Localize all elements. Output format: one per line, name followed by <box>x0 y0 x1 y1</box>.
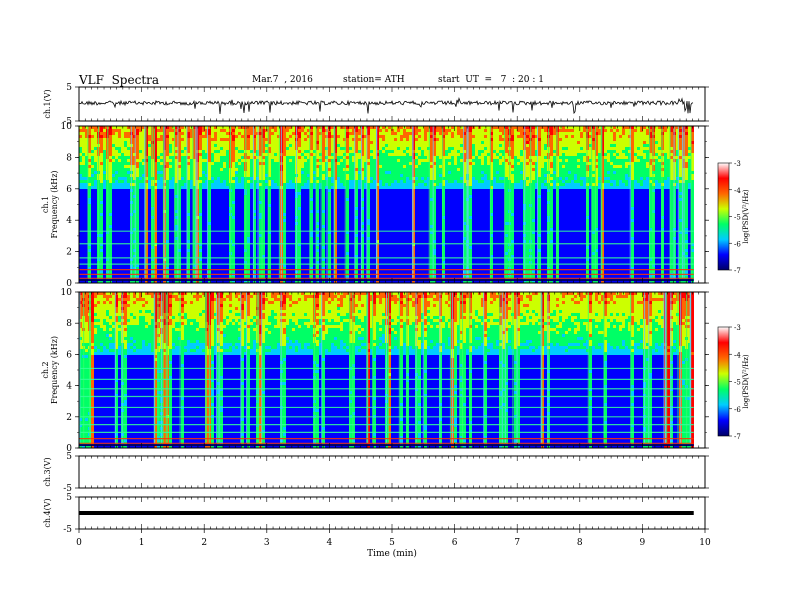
x-tick-label: 8 <box>577 538 583 548</box>
x-tick-label: 7 <box>514 538 520 548</box>
ch1-waveform-x-ticks <box>78 87 706 121</box>
ch1-waveform-trace <box>78 96 694 115</box>
ch4-waveform-tick-label: 5 <box>66 493 72 503</box>
colorbar-tick-label: -7 <box>734 433 741 441</box>
x-tick-label: 10 <box>699 538 711 548</box>
colorbar-tick-label: -5 <box>734 214 741 222</box>
x-tick-label: 2 <box>201 538 207 548</box>
ch3-waveform-tick-label: -5 <box>63 484 72 494</box>
ch1-spectrogram-ylabel: Frequency (kHz) <box>50 170 59 238</box>
ch1-spectrogram-tick-label: 6 <box>66 185 72 195</box>
ch2-spectrogram-tick-label: 10 <box>61 288 73 298</box>
x-tick-label: 5 <box>389 538 395 548</box>
ch1-spectrogram-tick-label: 10 <box>61 122 73 132</box>
ch4-waveform-ylabel: ch.4(V) <box>43 498 52 527</box>
ch4-waveform-tick-label: -5 <box>63 525 72 535</box>
colorbar-tick-label: -4 <box>734 351 741 359</box>
colorbar-1: -3 -4 -5 -6 -7 log(PSD(V²/Hz) <box>717 160 750 275</box>
x-tick-label: 0 <box>76 538 82 548</box>
ch3-waveform-ylabel: ch.3(V) <box>43 457 52 486</box>
x-axis-label: Time (min) <box>367 548 417 559</box>
ch1-spectrogram-channel-label: ch.1 <box>41 196 50 213</box>
colorbar-tick-label: -4 <box>734 187 741 195</box>
ch1-waveform-ylabel: ch.1(V) <box>43 89 52 118</box>
colorbar-tick-label: -7 <box>734 267 741 275</box>
ch2-spectrogram-tick-label: 2 <box>66 413 72 423</box>
ch1-spectrogram-tick-label: 2 <box>66 248 72 258</box>
ch2-spectrogram-y-ticks: 0 2 4 6 8 10 <box>61 288 709 454</box>
ch2-spectrogram-ylabel: Frequency (kHz) <box>50 336 59 404</box>
ch3-waveform-x-ticks <box>78 456 706 488</box>
x-tick-label: 3 <box>264 538 270 548</box>
ch3-waveform-y-ticks: 5 -5 <box>63 452 709 494</box>
ch2-spectrogram-tick-label: 8 <box>66 319 72 329</box>
x-tick-label: 4 <box>327 538 333 548</box>
ch2-spectrogram-tick-label: 0 <box>66 444 72 454</box>
colorbar-tick-label: -3 <box>734 160 741 168</box>
ch2-spectrogram-image <box>79 292 694 448</box>
ch4-waveform-y-ticks: 5 -5 <box>63 493 709 535</box>
ch1-spectrogram-tick-label: 8 <box>66 153 72 163</box>
ch1-spectrogram-frame <box>78 125 706 284</box>
recording-date: Mar.7 , 2016 <box>252 75 313 85</box>
colorbar-label: log(PSD(V²/Hz) <box>742 189 750 244</box>
x-tick-label: 9 <box>640 538 646 548</box>
colorbar-tick-label: -6 <box>734 240 741 248</box>
colorbar-2: -3 -4 -5 -6 -7 log(PSD(V²/Hz) <box>717 324 750 441</box>
colorbar-gradient <box>717 162 730 271</box>
x-tick-label: 6 <box>452 538 458 548</box>
ch3-waveform-frame <box>78 455 706 489</box>
figure-title: VLF Spectra <box>79 73 159 87</box>
ch1-waveform-y-ticks: 5 -5 <box>63 83 709 127</box>
x-tick-label: 1 <box>139 538 145 548</box>
ch3-waveform-tick-label: 5 <box>66 452 72 462</box>
colorbar-label: log(PSD(V²/Hz) <box>742 354 750 409</box>
ch1-waveform-tick-label: 5 <box>66 83 72 93</box>
colorbar-gradient <box>717 326 730 437</box>
ch1-waveform-tick-label: -5 <box>63 117 72 127</box>
ch1-spectrogram-y-ticks: 0 2 4 6 8 10 <box>61 122 709 289</box>
ch1-waveform-frame <box>78 86 706 122</box>
start-time: start UT = 7 : 20 : 1 <box>438 75 544 85</box>
ch1-spectrogram-tick-label: 0 <box>66 279 72 289</box>
colorbar-tick-label: -3 <box>734 324 741 332</box>
ch2-spectrogram-frame <box>78 291 706 449</box>
station-label: station= ATH <box>343 75 405 85</box>
ch1-spectrogram-image <box>79 126 694 283</box>
ch2-spectrogram-channel-label: ch.2 <box>41 361 50 378</box>
ch2-spectrogram-tick-label: 6 <box>66 350 72 360</box>
ch1-spectrogram-tick-label: 4 <box>66 216 72 226</box>
colorbar-tick-label: -5 <box>734 379 741 387</box>
ch2-spectrogram-tick-label: 4 <box>66 382 72 392</box>
colorbar-tick-label: -6 <box>734 406 741 414</box>
